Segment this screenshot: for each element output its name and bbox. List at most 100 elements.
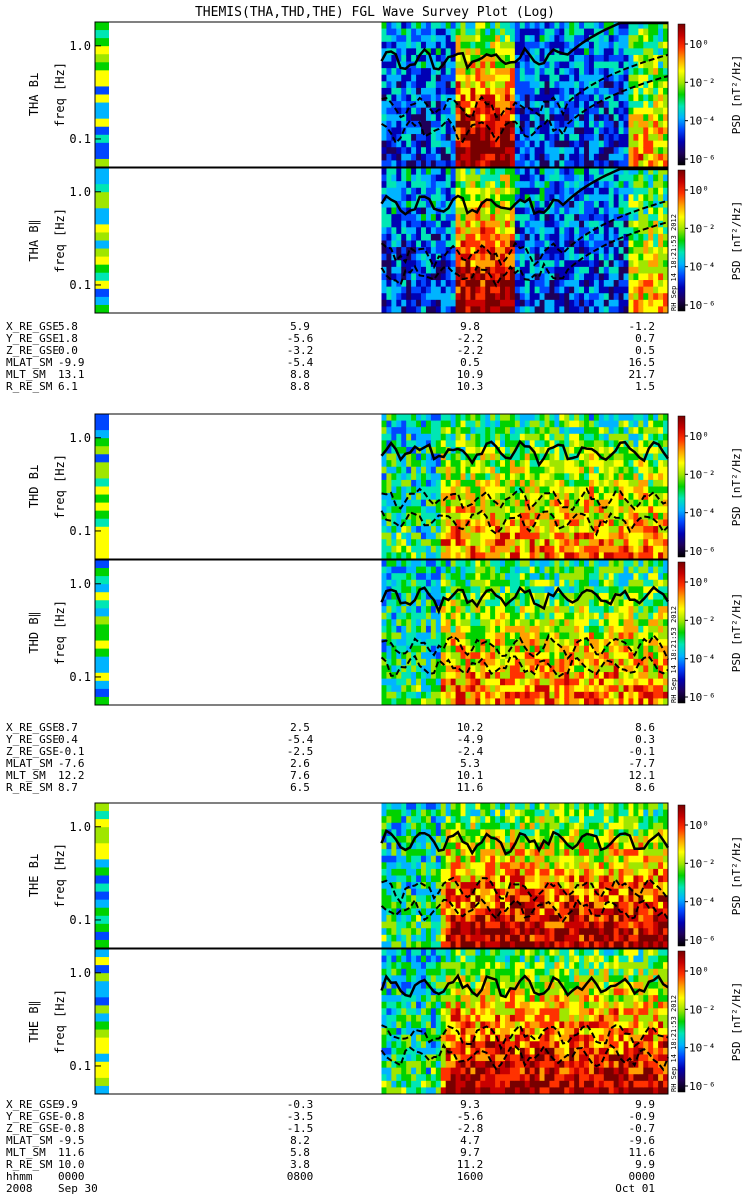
spectrogram-cell [386, 153, 392, 161]
spectrogram-cell [638, 140, 644, 148]
spectrogram-cell [460, 519, 466, 527]
spectrogram-cell [618, 28, 625, 36]
spectrogram-cell [519, 194, 526, 202]
spectrogram-cell [430, 592, 437, 601]
spectrogram-cell [425, 460, 432, 468]
spectrogram-cell [495, 579, 501, 587]
spectrogram-cell [465, 227, 471, 235]
spectrogram-cell [574, 579, 580, 587]
y-tick-label: 0.1 [69, 524, 91, 538]
spectrogram-cell [618, 240, 625, 248]
spectrogram-cell [598, 672, 605, 680]
spectrogram-cell [598, 266, 605, 274]
spectrogram-cell [559, 220, 565, 228]
spectrogram-cell [509, 286, 516, 294]
spectrogram-cell [509, 639, 516, 647]
spectrogram-cell [465, 68, 471, 76]
spectrogram-cell [485, 460, 491, 468]
spectrogram-cell [396, 460, 402, 468]
spectrogram-cell [475, 573, 481, 581]
spectrogram-cell [534, 526, 541, 534]
spectrogram-cell [391, 420, 397, 428]
spectrogram-cell [455, 545, 462, 553]
spectrogram-cell [495, 153, 501, 161]
spectrogram-cell [396, 107, 402, 115]
spectrogram-cell [435, 306, 442, 314]
spectrogram-cell [633, 499, 639, 507]
spectrogram-cell [416, 273, 422, 281]
spectrogram-cell [613, 420, 620, 428]
spectrogram-cell [569, 299, 575, 307]
spectrogram-cell [559, 645, 565, 653]
spectrogram-cell [465, 632, 471, 640]
spectrogram-cell [475, 107, 481, 115]
spectrogram-cell [425, 512, 432, 520]
spectrogram-cell [658, 61, 664, 69]
spectrogram-cell [435, 499, 442, 507]
spectrogram-cell [495, 114, 501, 122]
spectrogram-cell [584, 107, 590, 115]
spectrogram-cell [588, 280, 595, 288]
colorbar-tick-label: 10⁻⁶ [689, 153, 716, 166]
spectrogram-cell [490, 299, 496, 307]
spectrogram-cell [598, 35, 605, 43]
spectrogram-cell [460, 532, 466, 540]
spectrogram-cell [648, 147, 654, 155]
spectrogram-cell [509, 612, 516, 620]
spectrogram-cell [643, 48, 649, 56]
spectrogram-cell [475, 41, 481, 49]
spectrogram-cell [613, 427, 620, 435]
spectrogram-cell [465, 619, 471, 627]
spectrogram-cell [544, 579, 550, 587]
spectrogram-cell [465, 652, 471, 660]
spectrogram-cell [633, 134, 639, 142]
spectrogram-cell [430, 240, 437, 248]
spectrogram-cell [593, 220, 600, 228]
spectrogram-cell [544, 532, 550, 540]
spectrogram-cell [524, 420, 531, 428]
spectrogram-cell [524, 460, 531, 468]
spectrogram-cell [485, 506, 491, 514]
spectrogram-cell [455, 181, 462, 189]
spectrogram-cell [480, 552, 486, 560]
spectrogram-cell [559, 247, 565, 255]
spectrogram-cell [504, 41, 511, 49]
spectrogram-cell [628, 61, 634, 69]
spectrogram-cell [485, 120, 491, 128]
spectrogram-cell [638, 187, 644, 195]
spectrogram-cell [401, 414, 407, 422]
spectrogram-cell [534, 625, 541, 633]
spectrogram-cell [658, 473, 664, 481]
spectrogram-cell [460, 266, 466, 274]
spectrogram-cell [500, 479, 506, 487]
spectrogram-cell [514, 240, 521, 248]
spectrogram-cell [559, 74, 565, 82]
spectrogram-cell [391, 74, 397, 82]
spectrogram-cell [406, 233, 412, 241]
spectrogram-cell [430, 28, 437, 36]
spectrogram-cell [381, 691, 387, 699]
spectrogram-cell [430, 552, 437, 560]
spectrogram-cell [554, 181, 560, 189]
spectrogram-cell [623, 68, 629, 76]
spectrogram-cell [658, 414, 664, 422]
spectrogram-cell [579, 54, 585, 63]
spectrogram-cell [495, 140, 501, 148]
spectrogram-cell [411, 532, 417, 540]
spectrogram-cell [628, 512, 634, 520]
spectrogram-cell [465, 512, 471, 520]
spectrogram-cell [450, 260, 457, 268]
spectrogram-cell [411, 619, 417, 627]
spectrogram-cell [539, 266, 546, 274]
spectrogram-cell [386, 114, 392, 122]
spectrogram-cell [500, 293, 506, 301]
spectrogram-cell [440, 560, 447, 568]
spectrogram-cell [633, 446, 639, 455]
spectrogram-cell [435, 140, 442, 148]
spectrogram-cell [539, 433, 546, 441]
spectrogram-cell [490, 260, 496, 268]
spectrogram-cell [95, 494, 109, 504]
spectrogram-cell [544, 479, 550, 487]
spectrogram-cell [381, 639, 387, 647]
spectrogram-cell [574, 286, 580, 294]
